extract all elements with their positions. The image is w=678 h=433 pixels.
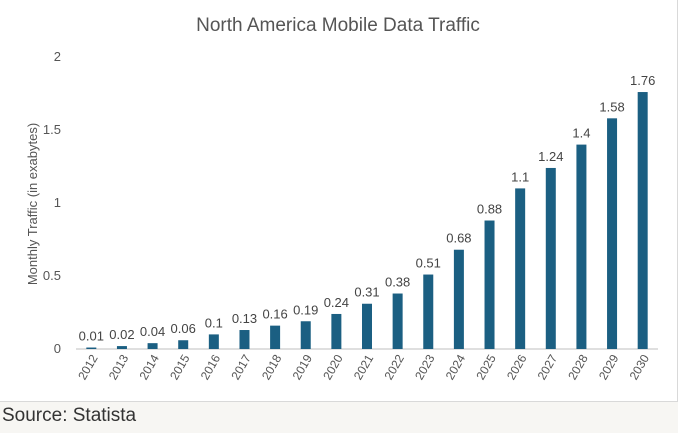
y-axis-ticks: 0 0.5 1 1.5 2: [43, 49, 61, 356]
bar: [637, 92, 648, 349]
bar-chart: North America Mobile Data Traffic Monthl…: [25, 15, 658, 382]
x-tick-label: 2021: [351, 352, 377, 382]
x-tick-label: 2027: [535, 352, 561, 382]
bar-data-label: 0.38: [385, 275, 410, 290]
x-axis-ticks: 2012 2013 2014 2015 2016 2017 2018 2019 2020 2021…: [75, 352, 652, 382]
bar-data-label: 0.68: [446, 231, 471, 246]
bar: [423, 274, 434, 349]
x-tick-label: 2030: [627, 352, 653, 382]
x-tick-label: 2028: [565, 352, 591, 382]
bar: [607, 118, 618, 349]
bar-data-label: 1.1: [511, 169, 529, 184]
x-tick-label: 2029: [596, 352, 622, 382]
x-tick-label: 2019: [290, 352, 316, 382]
x-tick-label: 2025: [473, 352, 499, 382]
y-tick-label: 2: [54, 49, 61, 64]
bar-data-label: 1.58: [599, 99, 624, 114]
bar-data-label: 1.76: [630, 73, 655, 88]
bar-data-label: 0.88: [477, 202, 502, 217]
bars-group: [86, 92, 648, 349]
chart-frame: North America Mobile Data Traffic Monthl…: [0, 0, 678, 402]
x-tick-label: 2014: [136, 352, 162, 382]
data-labels-group: 0.01 0.02 0.04 0.06 0.1 0.13 0.16 0.19 0.24 0.31 0…: [79, 73, 656, 344]
y-axis-label: Monthly Traffic (in exabytes): [25, 123, 40, 285]
bar-data-label: 0.01: [79, 329, 104, 344]
x-tick-label: 2012: [75, 352, 101, 382]
bar: [300, 321, 311, 349]
x-tick-label: 2024: [443, 352, 469, 382]
bar: [86, 347, 97, 349]
bar-data-label: 0.31: [354, 285, 379, 300]
source-caption: Source: Statista: [2, 405, 137, 426]
bar-data-label: 0.02: [109, 327, 134, 342]
bar-data-label: 0.51: [416, 256, 441, 271]
bar: [515, 188, 526, 349]
x-tick-label: 2015: [167, 352, 193, 382]
bar-data-label: 1.4: [572, 126, 590, 141]
x-tick-label: 2018: [259, 352, 285, 382]
x-tick-label: 2022: [382, 352, 408, 382]
bar: [576, 144, 587, 349]
bar-data-label: 0.13: [232, 311, 257, 326]
bar: [239, 330, 250, 349]
bar-data-label: 0.16: [262, 307, 287, 322]
bar: [178, 340, 189, 349]
y-tick-label: 1: [54, 195, 61, 210]
bar-data-label: 0.19: [293, 302, 318, 317]
bar: [270, 325, 281, 349]
bar: [208, 334, 219, 349]
bar: [362, 303, 372, 349]
bar: [147, 343, 158, 349]
x-tick-label: 2023: [412, 352, 438, 382]
x-tick-label: 2026: [504, 352, 530, 382]
bar: [392, 293, 403, 349]
bar-data-label: 0.04: [140, 324, 165, 339]
y-tick-label: 0: [54, 341, 61, 356]
bar-data-label: 0.24: [324, 295, 349, 310]
bar: [545, 167, 556, 349]
y-tick-label: 0.5: [43, 268, 61, 283]
x-tick-label: 2013: [106, 352, 132, 382]
x-tick-label: 2016: [198, 352, 224, 382]
x-tick-label: 2017: [228, 352, 254, 382]
bar: [331, 313, 342, 349]
x-tick-label: 2020: [320, 352, 346, 382]
bar: [453, 249, 464, 349]
bar-data-label: 1.24: [538, 149, 563, 164]
bar: [484, 220, 495, 349]
bar-data-label: 0.06: [171, 321, 196, 336]
chart-title: North America Mobile Data Traffic: [196, 15, 480, 36]
y-tick-label: 1.5: [43, 122, 61, 137]
bar-data-label: 0.1: [205, 315, 223, 330]
bar: [116, 346, 127, 349]
